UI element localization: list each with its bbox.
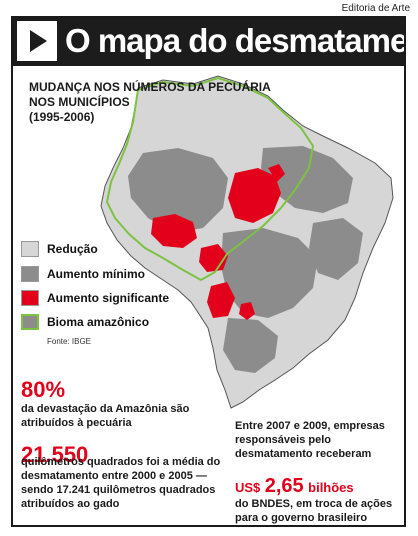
- stat-funding-value: US$ 2,65 bilhões: [235, 475, 354, 498]
- stat-funding-intro: Entre 2007 e 2009, empresas responsáveis…: [235, 420, 385, 460]
- stat-percent-text: da devastação da Amazônia são atribuídos…: [21, 403, 190, 429]
- infographic-frame: O mapa do desmatamento MUDANÇA NOS NÚMER…: [11, 16, 406, 527]
- legend-swatch: [21, 314, 39, 330]
- legend-swatch: [21, 241, 39, 257]
- map-subtitle: MUDANÇA NOS NÚMEROS DA PECUÁRIA NOS MUNI…: [29, 80, 271, 125]
- region-aumento-significante: [151, 214, 197, 248]
- subtitle-line: MUDANÇA NOS NÚMEROS DA PECUÁRIA: [29, 80, 271, 94]
- amazon-biome-boundary: [105, 76, 315, 282]
- legend-label: Redução: [47, 242, 98, 256]
- subtitle-line: (1995-2006): [29, 110, 95, 124]
- stat-percent: 80%: [21, 377, 66, 402]
- brazil-map: [100, 75, 394, 409]
- region-aumento-minimo: [261, 146, 353, 213]
- currency-label: US$: [235, 480, 261, 495]
- stat-funding-outro: do BNDES, em troca de ações para o gover…: [235, 498, 393, 524]
- header-bar: O mapa do desmatamento: [13, 18, 404, 66]
- legend-swatch: [21, 266, 39, 282]
- region-aumento-significante: [228, 168, 281, 223]
- legend-label: Aumento mínimo: [47, 267, 145, 281]
- unit-label: bilhões: [308, 480, 354, 495]
- legend-label: Bioma amazônico: [47, 315, 150, 329]
- amount-label: 2,65: [264, 475, 304, 497]
- region-aumento-significante: [207, 282, 235, 318]
- region-aumento-minimo: [309, 218, 363, 280]
- source-label: Fonte: IBGE: [47, 337, 92, 346]
- region-aumento-significante: [239, 302, 255, 320]
- region-aumento-minimo: [223, 318, 278, 373]
- credit-label: Editoria de Arte: [341, 3, 410, 14]
- play-icon: [17, 21, 57, 61]
- region-aumento-minimo: [221, 228, 318, 318]
- region-aumento-minimo: [128, 148, 228, 233]
- region-aumento-significante: [268, 164, 285, 182]
- legend-label: Aumento significante: [47, 291, 170, 305]
- stat-area: 21.550: [21, 442, 89, 467]
- stat-area-text: quilômetros quadrados foi a média do des…: [21, 456, 221, 510]
- legend-swatch: [21, 290, 39, 306]
- page-title: O mapa do desmatamento: [65, 22, 406, 59]
- subtitle-line: NOS MUNICÍPIOS: [29, 95, 130, 109]
